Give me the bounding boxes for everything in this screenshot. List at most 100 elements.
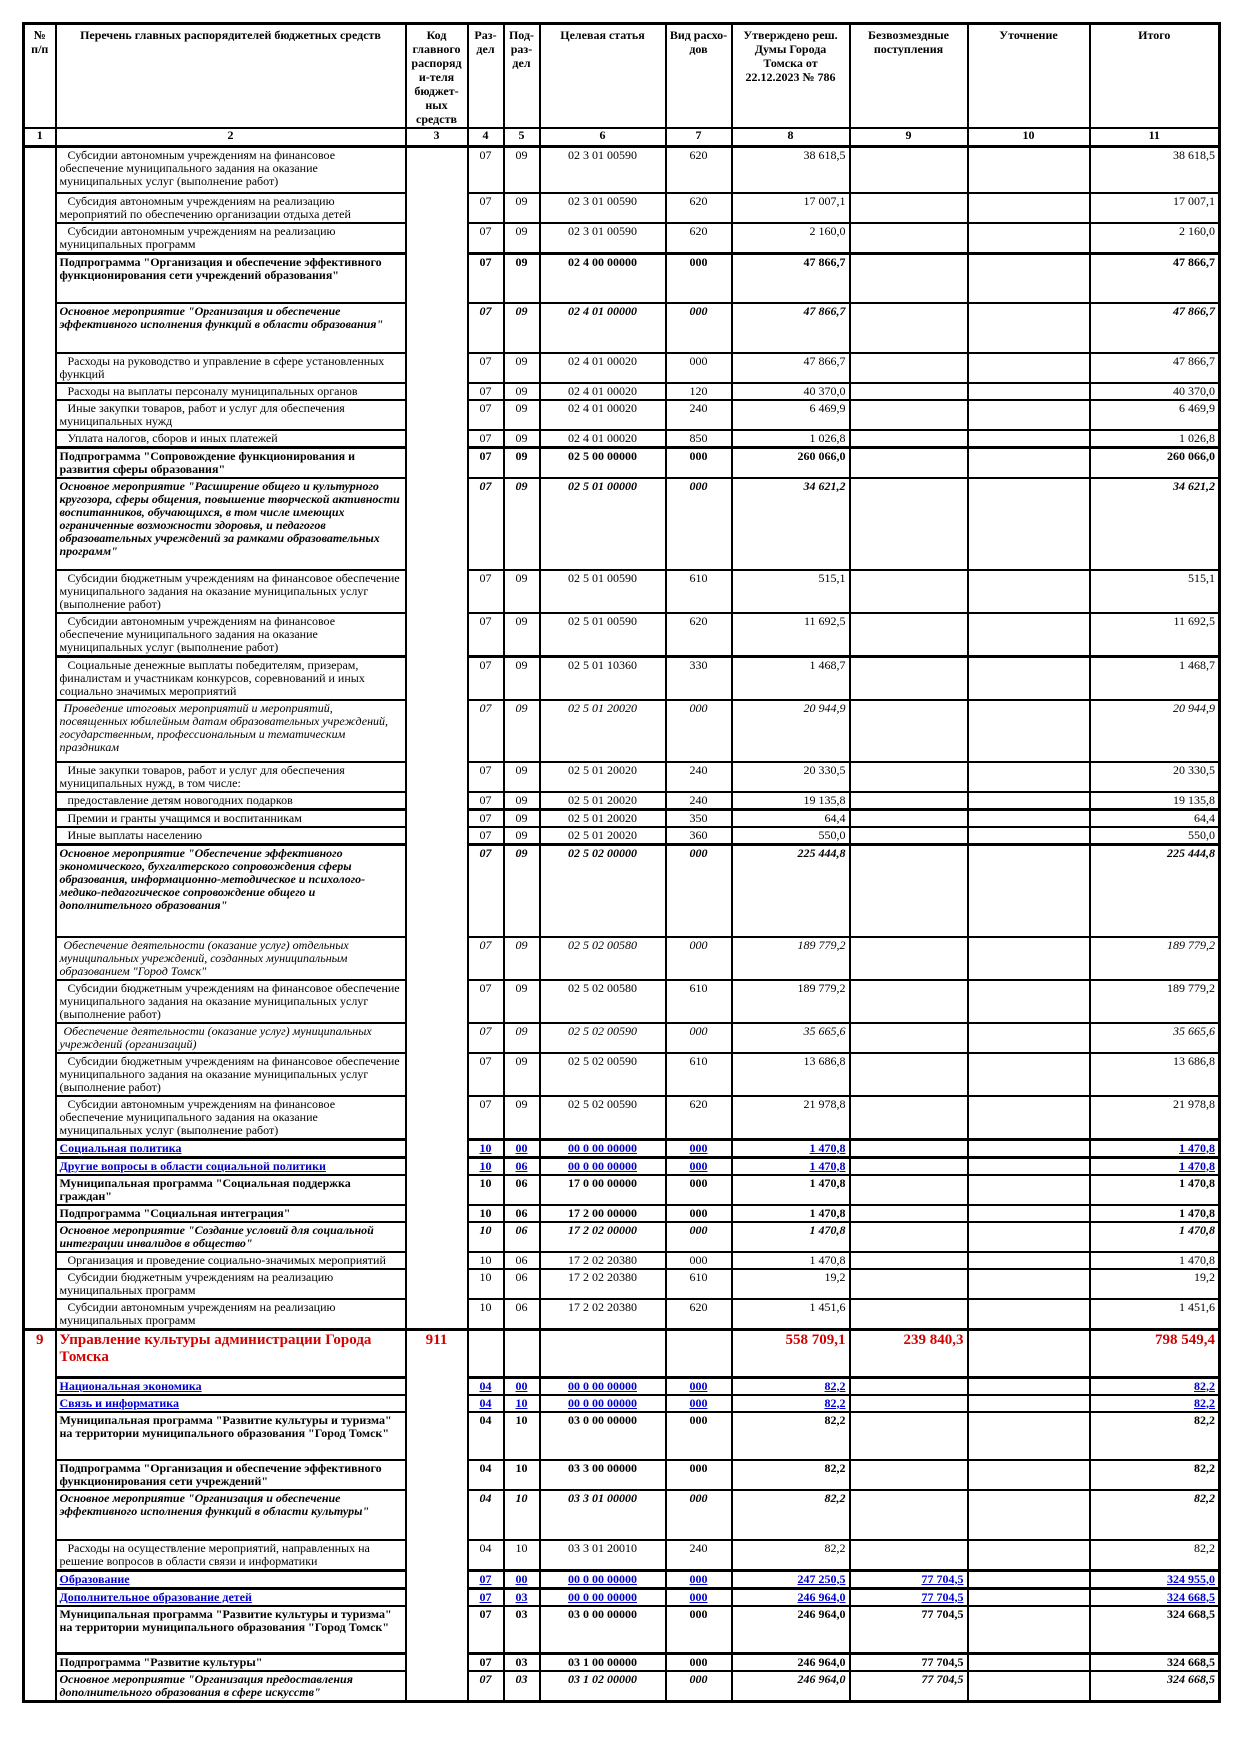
table-row: Обеспечение деятельности (оказание услуг… xyxy=(24,935,1221,981)
row-title: Управление культуры администрации Города… xyxy=(54,1327,407,1378)
cell-target-article: 02 4 01 00020 xyxy=(538,429,667,449)
cell-approved: 246 964,0 xyxy=(730,1652,851,1672)
cell-podrazdel xyxy=(502,1327,541,1378)
column-number: 11 xyxy=(1088,127,1221,148)
cell-total: 82,2 xyxy=(1088,1410,1221,1461)
cell-expense-type: 000 xyxy=(664,1250,733,1270)
cell-podrazdel: 09 xyxy=(502,569,541,614)
cell-gratuitous xyxy=(848,1488,969,1541)
row-title: Обеспечение деятельности (оказание услуг… xyxy=(54,1021,407,1054)
cell-gratuitous xyxy=(848,843,969,938)
row-title: Иные выплаты населению xyxy=(54,826,407,846)
cell-razdel: 07 xyxy=(466,1604,505,1655)
cell-podrazdel: 09 xyxy=(502,191,541,224)
cell-razdel: 07 xyxy=(466,1652,505,1672)
cell-gratuitous xyxy=(848,1297,969,1330)
cell-approved: 47 866,7 xyxy=(730,251,851,304)
cell-expense-type: 350 xyxy=(664,808,733,828)
cell-podrazdel: 09 xyxy=(502,612,541,658)
cell-approved: 247 250,5 xyxy=(730,1568,851,1589)
cell-total: 82,2 xyxy=(1088,1488,1221,1541)
cell-razdel: 07 xyxy=(466,145,505,194)
cell-expense-type: 240 xyxy=(664,399,733,431)
cell-podrazdel: 09 xyxy=(502,826,541,846)
cell-approved: 35 665,6 xyxy=(730,1021,851,1054)
row-title: Муниципальная программа "Развитие культу… xyxy=(54,1410,407,1461)
table-row: Премии и гранты учащимся и воспитанникам… xyxy=(24,808,1221,828)
cell-gratuitous xyxy=(848,1267,969,1300)
cell-podrazdel: 06 xyxy=(502,1267,541,1300)
cell-podrazdel: 09 xyxy=(502,382,541,401)
cell-podrazdel: 00 xyxy=(502,1375,541,1396)
cell-gratuitous xyxy=(848,1155,969,1176)
cell-clarification xyxy=(966,352,1091,384)
cell-target-article: 02 5 01 20020 xyxy=(538,826,667,846)
cell-gratuitous xyxy=(848,1538,969,1571)
column-header-gratuitous: Безвозмездные поступления xyxy=(848,22,969,129)
cell-total: 19 135,8 xyxy=(1088,791,1221,811)
cell-clarification xyxy=(966,1586,1091,1607)
cell-expense-type: 000 xyxy=(664,1604,733,1655)
column-header-clarification: Уточнение xyxy=(966,22,1091,129)
table-row: Субсидия автономным учреждениям на реали… xyxy=(24,191,1221,224)
cell-total: 324 955,0 xyxy=(1088,1568,1221,1589)
table-row: Основное мероприятие "Создание условий д… xyxy=(24,1220,1221,1253)
cell-approved: 47 866,7 xyxy=(730,302,851,354)
cell-razdel: 10 xyxy=(466,1173,505,1206)
cell-podrazdel: 09 xyxy=(502,791,541,811)
cell-razdel: 04 xyxy=(466,1488,505,1541)
cell-podrazdel: 09 xyxy=(502,808,541,828)
cell-podrazdel: 09 xyxy=(502,1051,541,1097)
cell-approved: 34 621,2 xyxy=(730,477,851,571)
cell-razdel: 07 xyxy=(466,978,505,1024)
row-title: Расходы на осуществление мероприятий, на… xyxy=(54,1538,407,1571)
cell-podrazdel: 10 xyxy=(502,1393,541,1413)
cell-target-article: 02 4 01 00020 xyxy=(538,352,667,384)
table-row: Социальная политика 10 00 00 0 00 00000 000 1… xyxy=(24,1137,1221,1158)
row-group-number xyxy=(22,145,57,1330)
table-row: Социальные денежные выплаты победителям,… xyxy=(24,655,1221,701)
column-header-rownum: № п/п xyxy=(22,22,57,129)
cell-clarification xyxy=(966,1094,1091,1140)
cell-podrazdel: 10 xyxy=(502,1410,541,1461)
cell-podrazdel: 09 xyxy=(502,935,541,981)
cell-clarification xyxy=(966,699,1091,763)
cell-razdel: 07 xyxy=(466,569,505,614)
cell-razdel: 07 xyxy=(466,935,505,981)
cell-razdel: 10 xyxy=(466,1220,505,1253)
table-header: № п/п Перечень главных распорядителей бю… xyxy=(22,22,1221,148)
cell-razdel: 07 xyxy=(466,399,505,431)
cell-approved: 515,1 xyxy=(730,569,851,614)
cell-podrazdel: 03 xyxy=(502,1652,541,1672)
column-header-target-article: Целевая статья xyxy=(538,22,667,129)
grbs-code: 911 xyxy=(404,1327,469,1703)
cell-expense-type: 000 xyxy=(664,1220,733,1253)
row-title: Подпрограмма "Социальная интеграция" xyxy=(54,1203,407,1223)
cell-approved: 550,0 xyxy=(730,826,851,846)
cell-total: 1 470,8 xyxy=(1088,1137,1221,1158)
table-row: Основное мероприятие "Организация предос… xyxy=(24,1670,1221,1703)
cell-gratuitous xyxy=(848,935,969,981)
cell-expense-type: 000 xyxy=(664,1586,733,1607)
cell-razdel: 07 xyxy=(466,382,505,401)
cell-razdel xyxy=(466,1327,505,1378)
cell-clarification xyxy=(966,808,1091,828)
cell-total: 324 668,5 xyxy=(1088,1604,1221,1655)
cell-razdel: 07 xyxy=(466,1021,505,1054)
cell-expense-type: 620 xyxy=(664,191,733,224)
table-row: Подпрограмма "Развитие культуры" 07 03 03 1… xyxy=(24,1652,1221,1672)
cell-total: 21 978,8 xyxy=(1088,1094,1221,1140)
column-number: 1 xyxy=(22,127,57,148)
cell-gratuitous xyxy=(848,429,969,449)
column-header-expense-type: Вид расхо-дов xyxy=(664,22,733,129)
row-title: Подпрограмма "Организация и обеспечение … xyxy=(54,251,407,304)
cell-expense-type: 000 xyxy=(664,1173,733,1206)
cell-clarification xyxy=(966,569,1091,614)
cell-expense-type: 000 xyxy=(664,1458,733,1491)
cell-approved: 1 451,6 xyxy=(730,1297,851,1330)
cell-target-article: 02 3 01 00590 xyxy=(538,191,667,224)
cell-clarification xyxy=(966,382,1091,401)
cell-clarification xyxy=(966,1137,1091,1158)
cell-total: 260 066,0 xyxy=(1088,446,1221,479)
table-row: Муниципальная программа "Развитие культу… xyxy=(24,1604,1221,1655)
